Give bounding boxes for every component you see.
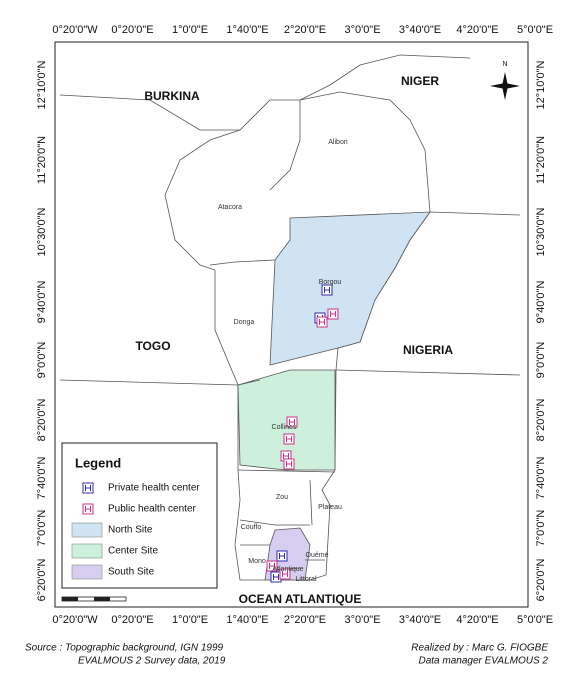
lat-label: 11°20'0"N [535,136,547,184]
department-label: Zou [276,494,288,501]
department-label: Ouémé [306,552,329,559]
lon-label: 0°20'0"W [52,24,98,36]
h-icon-glyph [330,311,336,317]
legend-label: North Site [108,525,153,536]
department-label: Mono [248,558,266,565]
lat-label: 8°20'0"N [535,399,547,442]
lon-label: 0°20'0"E [111,614,153,626]
credit-text: Realized by : Marc G. FIOGBE [411,643,548,654]
lat-label: 9°40'0"N [36,281,48,324]
lat-label: 7°0'0"N [535,510,547,547]
north-arrow: N [490,61,520,100]
north-site [269,211,431,366]
legend-swatch [71,522,103,538]
lat-label: 7°40'0"N [36,457,48,500]
lat-label: 6°20'0"N [535,559,547,602]
lon-label: 3°0'0"E [344,24,380,36]
credit-text: Data manager EVALMOUS 2 [418,656,548,667]
lon-label: 1°40'0"E [226,614,268,626]
country-borders [59,54,521,386]
legend-swatch [71,564,103,580]
h-icon-glyph [279,553,285,559]
lat-label: 6°20'0"N [36,559,48,602]
h-icon-glyph [85,485,91,491]
department-label: Alibori [328,139,348,146]
h-icon-glyph [324,287,330,293]
health-centers [266,284,339,583]
department-label: Atlantique [272,566,303,573]
department-label: Borgou [319,279,342,286]
lon-label: 1°40'0"E [226,24,268,36]
legend-label: Center Site [108,546,158,557]
lon-label: 3°0'0"E [344,614,380,626]
lon-label: 5°0'0"E [517,614,553,626]
lat-label: 9°40'0"N [535,281,547,324]
lon-label: 5°0'0"E [517,24,553,36]
source-text: Source : Topographic background, IGN 199… [25,643,224,654]
department-label: Littoral [295,576,316,583]
h-icon-glyph [289,419,295,425]
legend-swatch [71,543,103,559]
country-label: NIGERIA [403,343,453,357]
lat-label: 7°40'0"N [535,457,547,500]
lon-label: 0°20'0"E [111,24,153,36]
legend-label: Public health center [108,504,197,515]
h-icon-glyph [273,574,279,580]
lat-label: 10°30'0"N [36,207,48,256]
legend-title: Legend [75,455,121,470]
scale-bar [61,596,127,602]
map-frame [54,41,529,608]
lat-label: 7°0'0"N [36,510,48,547]
lat-label: 11°20'0"N [36,136,48,184]
source-text: EVALMOUS 2 Survey data, 2019 [78,656,226,667]
lat-label: 12°10'0"N [535,60,547,109]
lon-label: 4°20'0"E [456,614,498,626]
h-icon-glyph [286,461,292,467]
h-icon-glyph [283,453,289,459]
compass-label: N [502,61,507,68]
country-label: TOGO [135,339,170,353]
legend-label: South Site [108,567,155,578]
department-label: Collines [272,424,297,431]
legend-items: Private health center Public health cente… [71,482,200,580]
legend-box [61,442,218,589]
country-label: NIGER [401,74,439,88]
lon-label: 3°40'0"E [399,614,441,626]
h-icon-glyph [85,506,91,512]
lon-label: 3°40'0"E [399,24,441,36]
lat-label: 10°30'0"N [535,207,547,256]
lon-label: 2°20'0"E [284,24,326,36]
lon-label: 2°20'0"E [284,614,326,626]
lon-label: 4°20'0"E [456,24,498,36]
ocean-label: OCEAN ATLANTIQUE [239,592,362,606]
legend-label: Private health center [108,483,200,494]
lat-label: 8°20'0"N [36,399,48,442]
h-icon-glyph [286,436,292,442]
h-icon-glyph [269,563,275,569]
lon-label: 0°20'0"W [52,614,98,626]
lon-label: 1°0'0"E [172,614,208,626]
lat-label: 12°10'0"N [36,60,48,109]
graticule-labels: 0°20'0"W 0°20'0"W 0°20'0"E 0°20'0"E 1°0'0"E 1… [36,24,553,626]
h-icon-glyph [282,571,288,577]
department-label: Donga [234,319,255,326]
department-label: Couffo [241,524,262,531]
department-label: Plateau [318,504,342,511]
country-label: BURKINA [144,89,200,103]
benin-outline [164,91,431,581]
lat-label: 9°0'0"N [535,342,547,379]
lat-label: 9°0'0"N [36,342,48,379]
h-icon-glyph [319,319,325,325]
lon-label: 1°0'0"E [172,24,208,36]
department-label: Atacora [218,204,242,211]
